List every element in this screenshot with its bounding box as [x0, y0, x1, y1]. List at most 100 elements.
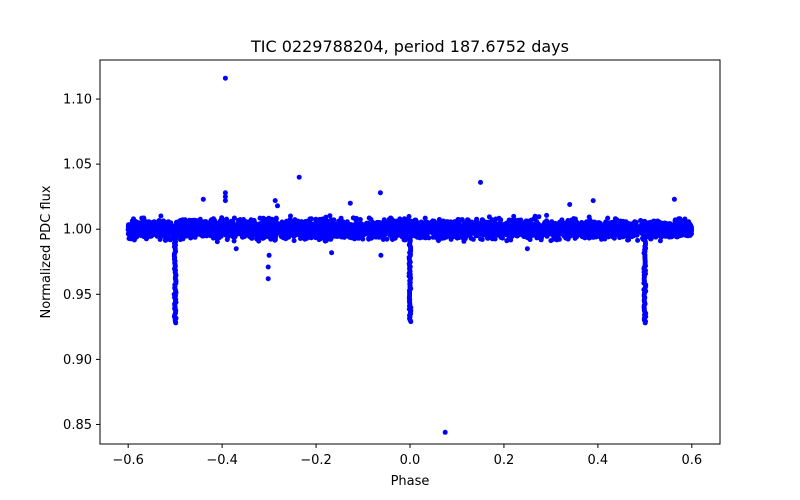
- data-point: [602, 220, 608, 226]
- data-point: [303, 227, 309, 233]
- data-point: [470, 223, 476, 229]
- data-point: [260, 219, 266, 225]
- data-point: [234, 230, 240, 236]
- data-point: [493, 216, 499, 222]
- outlier-point: [524, 246, 530, 252]
- data-point: [676, 230, 682, 236]
- data-point: [554, 233, 560, 239]
- data-point: [624, 225, 630, 231]
- data-point: [334, 227, 340, 233]
- data-point: [393, 230, 399, 236]
- transit-point: [171, 226, 177, 232]
- data-point: [190, 228, 196, 233]
- data-point: [451, 234, 457, 239]
- data-point: [385, 224, 391, 230]
- data-point: [510, 223, 516, 228]
- x-tick-label: 0.2: [494, 453, 515, 468]
- data-point: [131, 216, 136, 222]
- outlier-point: [275, 203, 280, 209]
- data-point: [133, 232, 139, 238]
- outlier-point: [200, 196, 206, 202]
- data-point: [509, 233, 515, 239]
- data-point: [635, 237, 641, 243]
- data-point: [632, 219, 638, 225]
- x-tick-label: −0.2: [300, 453, 332, 468]
- data-point: [384, 236, 390, 242]
- data-point: [175, 219, 181, 225]
- data-point: [560, 225, 566, 231]
- data-point: [674, 234, 680, 240]
- outlier-point: [567, 202, 573, 207]
- data-point: [231, 238, 237, 244]
- data-point: [253, 221, 259, 227]
- data-point: [413, 217, 419, 223]
- data-point: [461, 220, 467, 226]
- x-tick-label: 0.4: [588, 453, 609, 468]
- data-point: [677, 216, 683, 222]
- data-point: [527, 231, 533, 237]
- data-point: [163, 221, 169, 227]
- data-point: [682, 216, 688, 222]
- data-point: [186, 220, 192, 226]
- data-point: [492, 224, 498, 230]
- outlier-point: [233, 246, 239, 252]
- data-point: [661, 226, 667, 232]
- data-point: [544, 228, 550, 234]
- data-point: [492, 236, 498, 242]
- data-point: [444, 234, 449, 240]
- data-point: [630, 229, 636, 235]
- data-point: [444, 226, 450, 232]
- data-point: [659, 222, 664, 228]
- data-point: [537, 234, 543, 240]
- data-point: [459, 226, 465, 232]
- data-point: [436, 221, 442, 227]
- plot-frame: [99, 59, 721, 445]
- data-point: [313, 217, 319, 223]
- data-point: [284, 219, 290, 224]
- data-point: [302, 219, 308, 225]
- data-point: [676, 225, 682, 231]
- data-point: [193, 230, 199, 236]
- data-point: [657, 233, 663, 239]
- outlier-point: [590, 198, 596, 204]
- data-point: [420, 227, 426, 233]
- y-tick-label: 0.90: [63, 353, 92, 368]
- data-point: [652, 221, 658, 227]
- outlier-point: [265, 264, 271, 270]
- data-point: [619, 229, 625, 235]
- data-point: [518, 219, 524, 225]
- data-point: [517, 225, 523, 230]
- data-point: [465, 225, 470, 231]
- outlier-point: [377, 190, 383, 196]
- data-point: [683, 231, 689, 237]
- data-point: [652, 228, 658, 234]
- data-point: [481, 231, 487, 237]
- data-point: [292, 227, 298, 232]
- data-point: [214, 239, 220, 245]
- data-point: [195, 218, 201, 224]
- data-point: [552, 229, 558, 235]
- data-point: [181, 223, 187, 229]
- data-point: [162, 237, 168, 243]
- data-point: [320, 231, 326, 237]
- data-point: [212, 217, 218, 223]
- data-point: [144, 221, 150, 227]
- data-point: [366, 235, 372, 241]
- data-point: [158, 226, 164, 232]
- data-point: [605, 229, 611, 235]
- data-point: [204, 233, 210, 239]
- data-point: [531, 231, 537, 237]
- data-point: [600, 227, 606, 233]
- data-point: [503, 229, 509, 235]
- data-point: [485, 235, 491, 241]
- data-point: [352, 222, 357, 228]
- data-point: [515, 231, 521, 237]
- outlier-point: [296, 174, 302, 180]
- data-point: [241, 217, 246, 222]
- data-point: [504, 224, 510, 230]
- data-point: [251, 230, 257, 236]
- data-point: [368, 231, 374, 236]
- data-point: [487, 221, 493, 227]
- data-point: [219, 216, 224, 222]
- data-point: [353, 227, 359, 233]
